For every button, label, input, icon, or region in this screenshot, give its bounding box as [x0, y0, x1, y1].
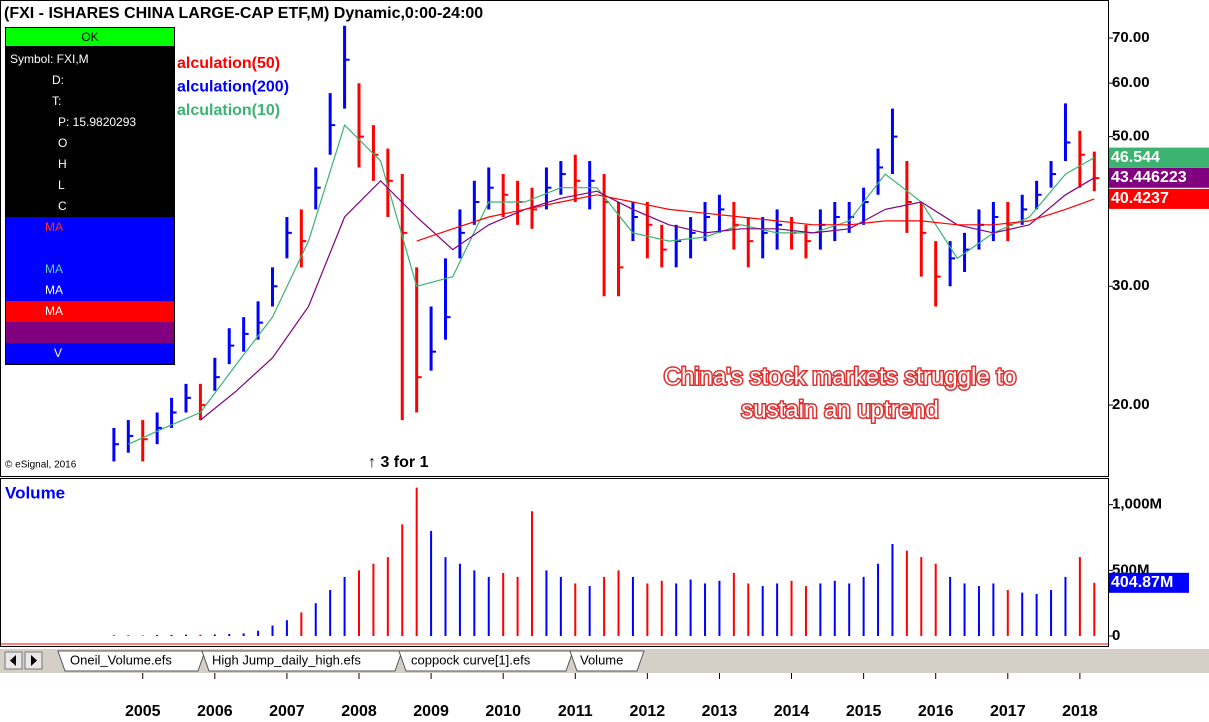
tab-label[interactable]: coppock curve[1].efs	[411, 652, 531, 667]
ma-line	[200, 177, 1095, 421]
y-tick-label: 1,000M	[1112, 496, 1162, 513]
plot	[112, 25, 1100, 636]
y-tick-label: 70.00	[1112, 29, 1150, 46]
panel-row: L	[58, 178, 65, 192]
x-tick-label: 2008	[341, 703, 377, 720]
annotation: sustain an uptrend	[741, 396, 938, 423]
x-tick-label: 2016	[918, 703, 954, 720]
panel-row: V	[54, 346, 62, 360]
split-note: ↑ 3 for 1	[368, 454, 429, 471]
panel-row: D:	[52, 73, 64, 87]
x-tick-label: 2012	[630, 703, 666, 720]
panel-row: MA	[45, 283, 63, 297]
last-value-label: 40.4237	[1111, 190, 1169, 207]
study-label: alculation(50)	[177, 55, 280, 72]
tab[interactable]	[57, 650, 206, 672]
ma-line	[128, 123, 1095, 445]
x-tick-label: 2015	[846, 703, 882, 720]
panel-row-bg	[6, 322, 174, 343]
price-pane	[0, 0, 1109, 477]
study-label: alculation(10)	[177, 102, 280, 119]
last-value-label: 46.544	[1111, 149, 1160, 166]
y-tick-label: 60.00	[1112, 74, 1150, 91]
panel-row: Symbol: FXI,M	[10, 52, 89, 66]
study-label: alculation(200)	[177, 79, 289, 96]
volume-title: Volume	[5, 483, 65, 502]
arrow-icon	[31, 655, 37, 666]
panel-row-bg	[6, 343, 174, 364]
panel-status: OK	[81, 30, 98, 44]
panel-row: P: 15.9820293	[58, 115, 136, 129]
tab-label[interactable]: Oneil_Volume.efs	[70, 652, 172, 667]
arrow-icon	[10, 655, 16, 666]
tab[interactable]	[569, 650, 645, 672]
panel-row-bg	[6, 301, 174, 322]
panel-row: MA	[45, 220, 63, 234]
chart-title: (FXI - ISHARES CHINA LARGE-CAP ETF,M) Dy…	[4, 5, 483, 22]
panel-row: H	[58, 157, 67, 171]
tab-label[interactable]: Volume	[580, 652, 623, 667]
panel-row: O	[58, 136, 67, 150]
ma-line	[416, 194, 1095, 242]
tab[interactable]	[201, 650, 403, 672]
copyright: © eSignal, 2016	[5, 460, 77, 471]
y-tick-label: 50.00	[1112, 128, 1150, 145]
last-value-box	[1109, 188, 1209, 209]
y-tick-label: 30.00	[1112, 277, 1150, 294]
tab-strip: Oneil_Volume.efs High Jump_daily_high.ef…	[0, 649, 1209, 673]
last-value-label: 43.446223	[1111, 169, 1187, 186]
panel-row: MA	[45, 262, 63, 276]
last-value-label: 404.87M	[1111, 574, 1173, 591]
last-value-box	[1109, 147, 1209, 168]
x-tick-label: 2010	[485, 703, 521, 720]
volume-pane	[0, 478, 1109, 647]
x-tick-label: 2018	[1062, 703, 1098, 720]
x-tick-label: 2006	[197, 703, 233, 720]
info-panel: OK Symbol: FXI,M D: T: P: 15.9820293 O H…	[5, 27, 175, 365]
last-value-box	[1109, 167, 1209, 188]
y-tick-label: 20.00	[1112, 396, 1150, 413]
last-value-box	[1109, 572, 1189, 593]
x-tick-label: 2017	[990, 703, 1026, 720]
panel-row: MA	[45, 304, 63, 318]
tab-label[interactable]: High Jump_daily_high.efs	[212, 652, 361, 667]
x-tick-label: 2011	[558, 703, 593, 720]
annotation: China's stock markets struggle to	[664, 363, 1017, 390]
panel-row-bg	[6, 280, 174, 301]
y-tick-label: 0	[1112, 627, 1120, 644]
x-tick-label: 2005	[125, 703, 161, 720]
panel-row: T:	[52, 94, 61, 108]
x-tick-label: 2007	[269, 703, 305, 720]
x-tick-label: 2014	[774, 703, 810, 720]
tab[interactable]	[398, 650, 574, 672]
x-tick-label: 2013	[702, 703, 738, 720]
x-tick-label: 2009	[413, 703, 449, 720]
panel-ok-bg	[6, 28, 174, 46]
panel-row-bg	[6, 217, 174, 280]
panel-row: C	[58, 199, 67, 213]
